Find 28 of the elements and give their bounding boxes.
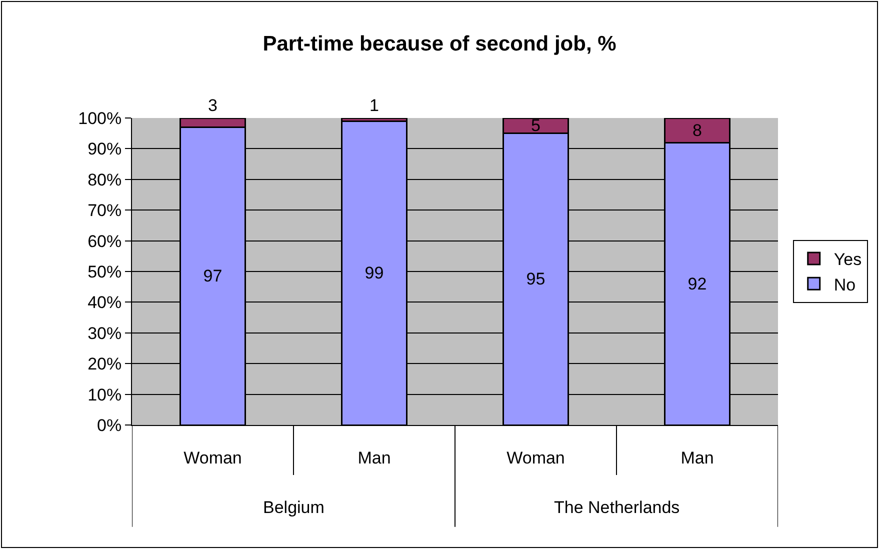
data-label: 1 [370, 96, 379, 115]
x-tick-label: Woman [506, 448, 565, 468]
data-label: 92 [688, 274, 707, 294]
data-label: 8 [692, 120, 702, 140]
x-tick-label: Woman [184, 448, 242, 468]
data-label: 5 [531, 116, 540, 136]
data-label: 99 [364, 264, 384, 283]
legend-label: No [834, 275, 856, 294]
chart-title: Part-time because of second job, % [262, 32, 617, 56]
data-label: 97 [203, 266, 222, 286]
y-tick-label: 20% [88, 354, 122, 374]
text: The Netherlands [554, 498, 680, 517]
text: Belgium [263, 498, 324, 517]
x-tick-label: Man [680, 448, 714, 468]
y-tick-label: 90% [88, 140, 122, 159]
data-label: 95 [526, 270, 546, 289]
y-tick-label: 80% [88, 170, 122, 190]
y-tick-label: 100% [78, 108, 122, 128]
y-tick-label: 70% [88, 201, 122, 220]
data-label: 3 [208, 96, 218, 115]
y-tick-label: 40% [88, 293, 122, 312]
legend-label: Yes [834, 250, 862, 270]
y-tick-label: 0% [97, 416, 122, 435]
y-tick-label: 10% [88, 385, 122, 404]
y-tick-label: 50% [88, 262, 122, 282]
y-tick-label: 30% [88, 324, 122, 343]
x-tick-label: Man [358, 448, 391, 468]
y-tick-label: 60% [88, 232, 122, 251]
